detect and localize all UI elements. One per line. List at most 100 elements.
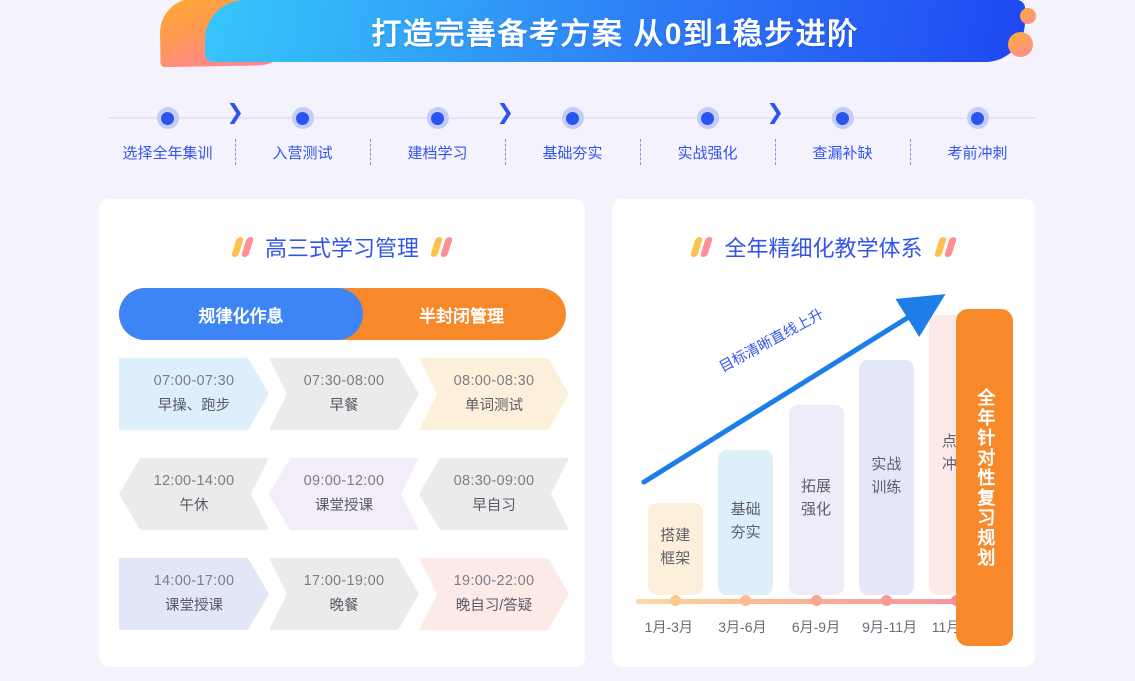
right-card-header: 全年精细化教学体系 [612, 199, 1035, 263]
chip-shape [419, 458, 569, 530]
timeline-step[interactable]: 建档学习 ❯ [370, 95, 514, 165]
timeline-step-label: 建档学习 [407, 145, 468, 162]
bar-label-line2: 框架 [660, 550, 691, 567]
timeline-separator [505, 139, 506, 165]
timeline-separator [775, 139, 776, 165]
timeline-step[interactable]: 考前冲刺 [910, 95, 1045, 163]
timeline-dot [966, 107, 989, 129]
timeline-step-label: 入营测试 [272, 145, 333, 162]
axis-tick-label: 3月-6月 [718, 619, 767, 635]
chevron-right-icon: ❯ [496, 101, 514, 124]
chip-shape [119, 558, 269, 630]
timeline-separator [910, 139, 911, 165]
chip-activity: 课堂授课 [164, 598, 223, 614]
timeline-step[interactable]: 查漏补缺 [775, 95, 911, 165]
timeline-dot [291, 107, 314, 129]
schedule-chip[interactable]: 19:00-22:00 晚自习/答疑 [419, 558, 569, 630]
hero-banner: 打造完善备考方案 从0到1稳步进阶 [0, 0, 1135, 80]
chart-bar[interactable]: 实战 训练 [858, 360, 914, 595]
trend-arrow-icon [641, 294, 946, 485]
timeline-dot [561, 107, 584, 129]
bar-label-line1: 基础 [730, 500, 761, 518]
axis-dot [880, 595, 892, 606]
chip-shape [419, 358, 569, 430]
schedule-chip[interactable]: 08:00-08:30 单词测试 [419, 358, 569, 430]
axis-dot-group [640, 595, 992, 608]
bar-group: 搭建框架基础夯实拓展强化实战训练点睛冲刺 [640, 295, 992, 595]
timeline-step-label: 考前冲刺 [947, 145, 1008, 162]
timeline-step[interactable]: 选择全年集训 ❯ [100, 95, 244, 165]
schedule-chip[interactable]: 08:30-09:00 早自习 [419, 458, 569, 530]
timeline-separator [640, 139, 641, 165]
chip-time: 08:00-08:30 [453, 373, 535, 389]
timeline-step[interactable]: 入营测试 [235, 95, 371, 165]
bar-label-line1: 拓展 [801, 478, 832, 496]
bar-column: 拓展 强化 [781, 405, 851, 595]
timeline-dot [426, 107, 449, 129]
axis-dot [669, 595, 681, 606]
schedule-row: 07:00-07:30 早操、跑步 07:30-08:00 早餐 08:00-08:30… [119, 358, 569, 458]
bar-label-line2: 训练 [871, 478, 902, 496]
schedule-chip[interactable]: 07:00-07:30 早操、跑步 [119, 358, 269, 430]
bar-label-line1: 搭建 [660, 527, 691, 545]
yearly-review-plan-badge: 全年针对性复习规划 [956, 309, 1013, 646]
timeline-separator [370, 139, 371, 165]
chip-shape [119, 358, 269, 430]
timeline-step[interactable]: 基础夯实 [505, 95, 641, 165]
bar-column: 实战 训练 [851, 360, 921, 595]
chip-shape [269, 358, 419, 430]
schedule-chip[interactable]: 17:00-19:00 晚餐 [269, 558, 419, 630]
timeline-dot [156, 107, 179, 129]
schedule-chip[interactable]: 07:30-08:00 早餐 [269, 358, 419, 430]
schedule-tabs[interactable]: 半封闭管理 规律化作息 [119, 288, 566, 340]
timeline-step-label: 查漏补缺 [812, 145, 873, 162]
timeline-step[interactable]: 实战强化 ❯ [640, 95, 784, 165]
banner-bar: 打造完善备考方案 从0到1稳步进阶 [205, 0, 1025, 62]
banner-dot-large-decoration [1008, 32, 1033, 57]
schedule-chip[interactable]: 12:00-14:00 午休 [119, 458, 269, 530]
chip-activity: 早餐 [329, 398, 359, 414]
right-card-title: 全年精细化教学体系 [724, 236, 923, 261]
tab-regular-schedule[interactable]: 规律化作息 [119, 288, 363, 340]
chart-bar[interactable]: 拓展 强化 [788, 405, 844, 595]
chip-time: 12:00-14:00 [153, 473, 235, 489]
chip-activity: 早自习 [472, 498, 516, 514]
chip-activity: 早操、跑步 [157, 398, 231, 414]
chip-shape [269, 458, 419, 530]
timeline-dot [696, 107, 719, 129]
timeline-step-label: 实战强化 [677, 145, 738, 162]
chart-bar[interactable]: 基础 夯实 [718, 450, 774, 595]
progress-timeline: 选择全年集训 ❯ 入营测试 建档学习 ❯ 基础夯实 实战强化 ❯ 查漏补缺 考前冲刺 [100, 95, 1045, 175]
schedule-row: 12:00-14:00 午休 09:00-12:00 课堂授课 08:30-09:00 早… [119, 458, 569, 558]
schedule-chip[interactable]: 14:00-17:00 课堂授课 [119, 558, 269, 630]
yearly-review-plan-label: 全年针对性复习规划 [975, 387, 996, 568]
axis-dot [740, 595, 752, 606]
bar-label-line2: 夯实 [730, 523, 761, 541]
schedule-chip[interactable]: 09:00-12:00 课堂授课 [269, 458, 419, 530]
chart-bar[interactable]: 搭建 框架 [647, 503, 703, 595]
chip-activity: 晚自习/答疑 [455, 598, 533, 614]
daily-schedule-list: 07:00-07:30 早操、跑步 07:30-08:00 早餐 08:00-08:30… [119, 358, 569, 658]
slash-right-icon [429, 237, 454, 257]
chevron-right-icon: ❯ [766, 101, 784, 124]
chip-time: 08:30-09:00 [453, 473, 535, 489]
bar-label-line2: 强化 [801, 501, 832, 518]
axis-dot-wrapper [851, 595, 921, 608]
chip-time: 07:00-07:30 [153, 373, 235, 389]
chip-shape [419, 558, 569, 630]
axis-dot-wrapper [710, 595, 780, 608]
chip-time: 14:00-17:00 [153, 573, 235, 589]
chip-time: 17:00-19:00 [303, 573, 385, 589]
chip-activity: 午休 [179, 498, 209, 514]
tab-semi-closed-management[interactable]: 半封闭管理 [119, 288, 566, 340]
axis-tick-label: 9月-11月 [862, 619, 918, 635]
left-card-title: 高三式学习管理 [264, 236, 419, 261]
axis-dot [810, 595, 822, 606]
axis-dot-wrapper [781, 595, 851, 608]
chevron-right-icon: ❯ [226, 101, 244, 124]
chip-time: 07:30-08:00 [303, 373, 385, 389]
chip-shape [119, 458, 269, 530]
slash-left-icon [230, 237, 255, 257]
